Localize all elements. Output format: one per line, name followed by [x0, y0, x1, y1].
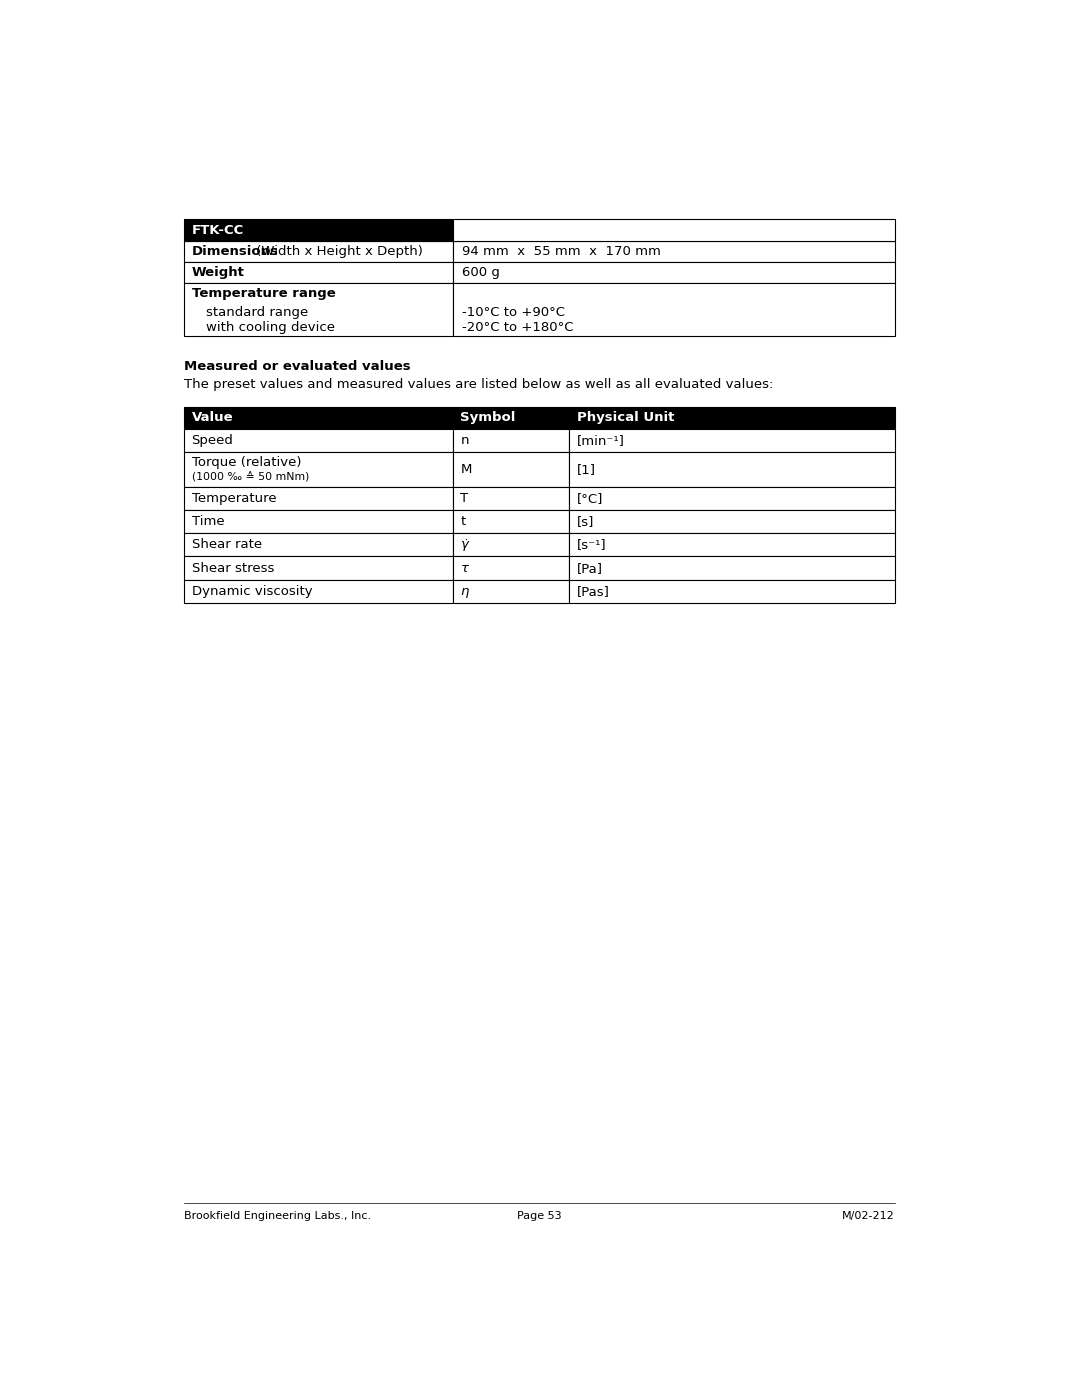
Text: 600 g: 600 g	[462, 267, 500, 279]
Bar	[453, 534, 569, 556]
Text: M: M	[460, 462, 472, 476]
Bar	[184, 284, 453, 335]
Bar	[184, 263, 453, 284]
Text: [°C]: [°C]	[577, 492, 603, 506]
Text: Shear stress: Shear stress	[191, 562, 274, 574]
Text: M/02-212: M/02-212	[841, 1211, 894, 1221]
Bar	[453, 429, 569, 451]
Bar	[569, 556, 894, 580]
Text: [s⁻¹]: [s⁻¹]	[577, 538, 606, 552]
Text: FTK-CC: FTK-CC	[191, 224, 244, 236]
Bar	[569, 510, 894, 534]
Text: standard range: standard range	[205, 306, 308, 319]
Text: with cooling device: with cooling device	[205, 320, 335, 334]
Text: Shear rate: Shear rate	[191, 538, 261, 552]
Bar	[569, 488, 894, 510]
Bar	[184, 451, 453, 488]
Bar	[184, 240, 453, 263]
Bar	[453, 556, 569, 580]
Text: -10°C to +90°C: -10°C to +90°C	[462, 306, 565, 319]
Text: T: T	[460, 492, 469, 506]
Text: Temperature: Temperature	[191, 492, 276, 506]
Text: Torque (relative): Torque (relative)	[191, 455, 301, 469]
Bar	[453, 580, 569, 602]
Text: -20°C to +180°C: -20°C to +180°C	[462, 320, 573, 334]
Bar	[569, 451, 894, 488]
Text: Brookfield Engineering Labs., Inc.: Brookfield Engineering Labs., Inc.	[184, 1211, 370, 1221]
Text: Speed: Speed	[191, 433, 233, 447]
Text: [1]: [1]	[577, 462, 596, 476]
Bar	[453, 510, 569, 534]
Text: [min⁻¹]: [min⁻¹]	[577, 433, 624, 447]
Text: τ: τ	[460, 562, 469, 574]
Bar	[184, 556, 453, 580]
Text: [Pa]: [Pa]	[577, 562, 603, 574]
Text: Physical Unit: Physical Unit	[577, 411, 674, 425]
Text: n: n	[460, 433, 469, 447]
Bar	[184, 219, 453, 240]
Text: (1000 ‰ ≙ 50 mNm): (1000 ‰ ≙ 50 mNm)	[191, 472, 309, 482]
Bar	[453, 451, 569, 488]
Text: Symbol: Symbol	[460, 411, 516, 425]
Bar	[184, 510, 453, 534]
Bar	[453, 263, 894, 284]
Text: 94 mm  x  55 mm  x  170 mm: 94 mm x 55 mm x 170 mm	[462, 244, 661, 258]
Text: Page 53: Page 53	[517, 1211, 562, 1221]
Bar	[184, 407, 894, 429]
Bar	[453, 240, 894, 263]
Text: t: t	[460, 515, 465, 528]
Bar	[453, 219, 894, 240]
Bar	[184, 429, 453, 451]
Text: Dynamic viscosity: Dynamic viscosity	[191, 584, 312, 598]
Text: The preset values and measured values are listed below as well as all evaluated : The preset values and measured values ar…	[184, 377, 773, 391]
Text: γ̇: γ̇	[460, 538, 469, 552]
Text: (Width x Height x Depth): (Width x Height x Depth)	[252, 244, 423, 258]
Bar	[453, 284, 894, 335]
Text: Temperature range: Temperature range	[191, 286, 335, 299]
Text: Value: Value	[191, 411, 233, 425]
Text: Measured or evaluated values: Measured or evaluated values	[184, 360, 410, 373]
Bar	[569, 534, 894, 556]
Bar	[184, 534, 453, 556]
Text: Dimensions: Dimensions	[191, 244, 279, 258]
Bar	[184, 580, 453, 602]
Bar	[184, 488, 453, 510]
Bar	[453, 488, 569, 510]
Bar	[569, 429, 894, 451]
Text: [s]: [s]	[577, 515, 594, 528]
Bar	[569, 580, 894, 602]
Text: [Pas]: [Pas]	[577, 584, 609, 598]
Text: Time: Time	[191, 515, 225, 528]
Text: Weight: Weight	[191, 267, 244, 279]
Text: η: η	[460, 584, 469, 598]
